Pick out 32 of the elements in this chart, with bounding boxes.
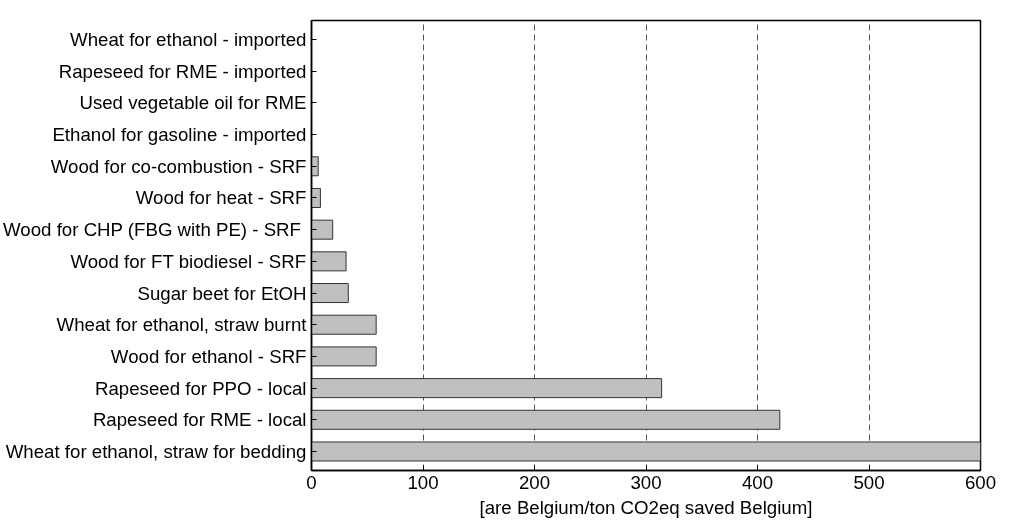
x-tick-label: 600 [964, 471, 997, 493]
y-tick-label: Rapeseed for RME - local [92, 409, 307, 431]
x-tick-label: 300 [630, 471, 662, 493]
bar [311, 187, 321, 208]
bar [311, 314, 377, 335]
y-tick-label: Wheat for ethanol, straw burnt [56, 314, 308, 336]
x-tick-label: 400 [741, 471, 774, 493]
x-tick-label: 500 [853, 471, 885, 493]
bar [311, 283, 349, 304]
y-tick-label: Rapeseed for PPO - local [94, 377, 307, 399]
x-axis-title: [are Belgium/ton CO2eq saved Belgium] [479, 496, 813, 518]
bar [311, 219, 334, 240]
bar [311, 346, 377, 367]
x-tick-label: 200 [518, 471, 551, 493]
y-tick-label: Wood for ethanol - SRF [110, 345, 307, 367]
x-tick-label: 100 [407, 471, 439, 493]
y-tick-label: Wheat for ethanol, straw for bedding [5, 440, 307, 462]
y-tick-label: Wheat for ethanol - imported [70, 29, 307, 51]
y-tick-label: Sugar beet for EtOH [137, 282, 307, 304]
y-tick-label: Ethanol for gasoline - imported [52, 124, 307, 146]
y-tick-label: Wood for FT biodiesel - SRF [70, 250, 307, 272]
bar [311, 441, 981, 462]
y-tick-label: Used vegetable oil for RME [79, 92, 307, 114]
y-tick-label: Rapeseed for RME - imported [58, 60, 307, 82]
y-tick-label: Wood for co-combustion - SRF [50, 155, 307, 177]
bar [311, 409, 781, 430]
bar [311, 156, 319, 177]
y-tick-label: Wood for heat - SRF [135, 187, 307, 209]
y-tick-label: Wood for CHP (FBG with PE) - SRF [3, 219, 301, 241]
bar [311, 251, 347, 272]
x-tick-label: 0 [306, 471, 317, 493]
bar [311, 378, 663, 399]
